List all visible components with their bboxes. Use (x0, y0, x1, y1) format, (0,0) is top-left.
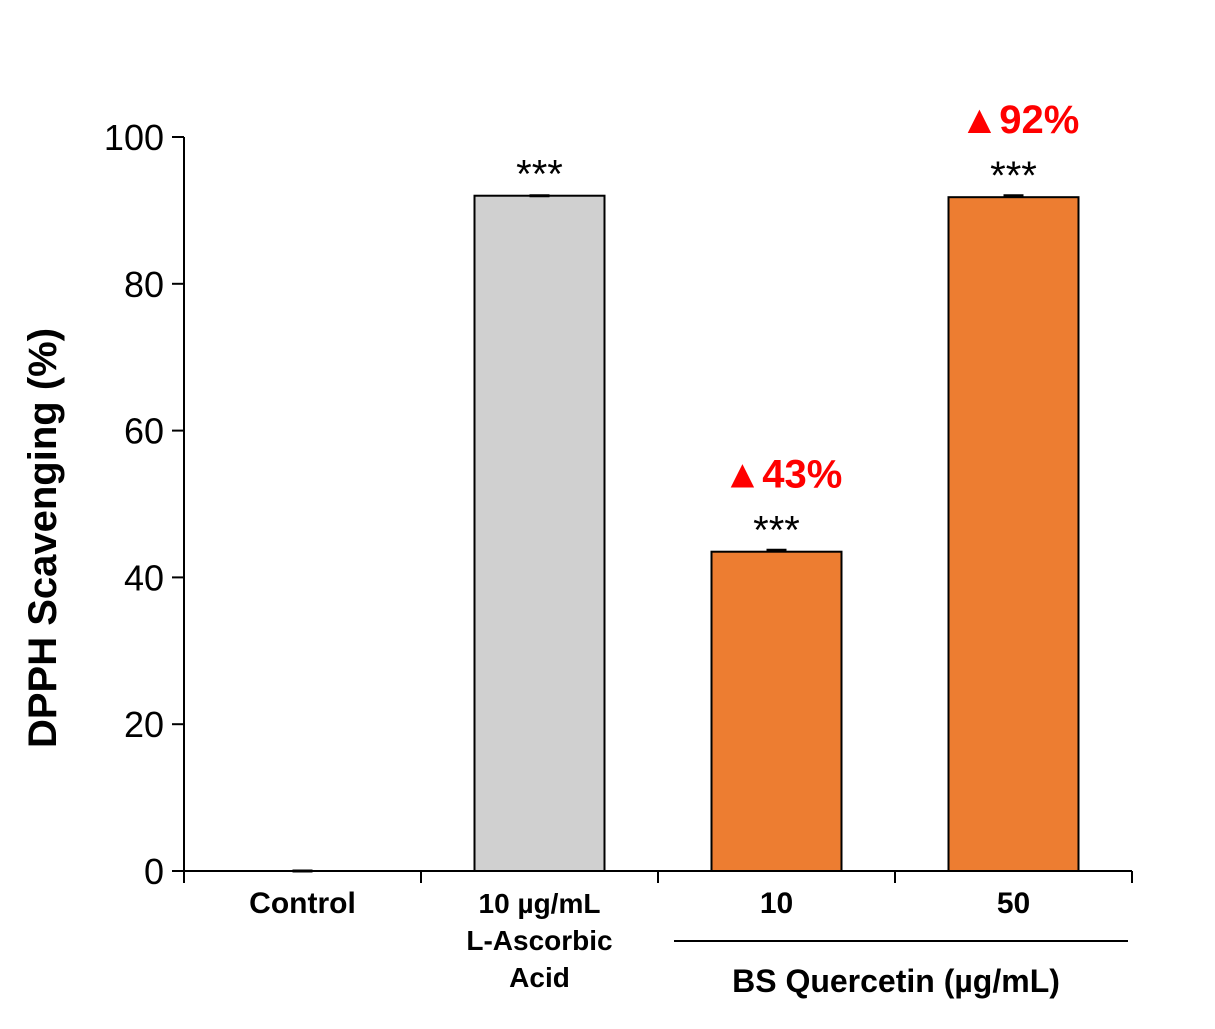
y-tick-label: 60 (124, 411, 164, 452)
labels: Control *** 10 µg/mL L-Ascorbic Acid *** ▲43% 1… (249, 98, 1079, 993)
bar (947, 196, 1080, 873)
y-tick-label: 40 (124, 557, 164, 598)
x-tick-label: 10 µg/mL (479, 888, 601, 919)
bar (473, 194, 606, 873)
axes: 0 20 40 60 80 100 (104, 117, 1133, 892)
significance-label: *** (516, 153, 563, 197)
x-tick-label: 10 (760, 887, 793, 920)
x-tick-label: Control (249, 887, 356, 920)
x-tick-label: Acid (509, 962, 570, 993)
significance-label: *** (753, 509, 800, 553)
y-tick-label: 80 (124, 264, 164, 305)
increase-label: ▲43% (723, 453, 843, 497)
y-tick-label: 20 (124, 704, 164, 745)
x-tick-label: 50 (997, 887, 1030, 920)
significance-label: *** (990, 154, 1037, 198)
increase-label: ▲92% (960, 98, 1080, 142)
group-label: BS Quercetin (µg/mL) (732, 963, 1060, 999)
bars (292, 194, 1080, 873)
x-tick-label: L-Ascorbic (466, 925, 612, 956)
bar (710, 550, 843, 873)
y-axis-label: DPPH Scavenging (%) (21, 328, 65, 748)
y-tick-label: 0 (144, 851, 164, 892)
y-tick-label: 100 (104, 117, 164, 158)
